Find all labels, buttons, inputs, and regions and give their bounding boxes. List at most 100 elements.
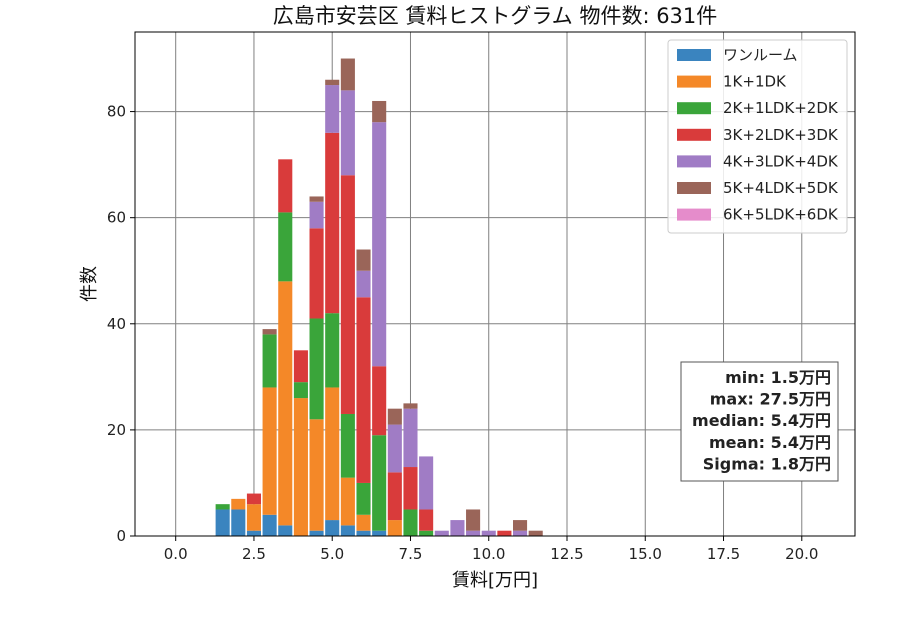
histogram-bar [387, 472, 402, 521]
histogram-bar [356, 530, 371, 536]
histogram-bar [340, 90, 355, 176]
histogram-bar [309, 201, 324, 229]
histogram-bar [403, 509, 418, 536]
histogram-bar [497, 530, 512, 536]
histogram-bar [481, 530, 496, 536]
x-tick-label: 15.0 [629, 545, 662, 563]
histogram-bar [325, 387, 340, 521]
legend-label: ワンルーム [723, 46, 798, 64]
x-axis-label: 賃料[万円] [452, 570, 538, 591]
histogram-bar [513, 520, 528, 531]
histogram-bar [215, 504, 230, 510]
stats-box: min: 1.5万円 max: 27.5万円 median: 5.4万円 mean: … [680, 361, 839, 482]
histogram-bar [434, 530, 449, 536]
histogram-bar [387, 408, 402, 425]
histogram-bar [309, 228, 324, 319]
histogram-bar [419, 509, 434, 531]
histogram-bar [340, 525, 355, 536]
histogram-bar [309, 318, 324, 420]
stats-line: median: 5.4万円 [692, 411, 831, 430]
histogram-bar [325, 79, 340, 86]
histogram-bar [372, 530, 387, 536]
legend-swatch [677, 75, 711, 88]
histogram-bar [293, 382, 308, 399]
x-tick-label: 0.0 [164, 545, 188, 563]
legend-swatch [677, 128, 711, 141]
legend-swatch [677, 155, 711, 168]
histogram-bar [403, 403, 418, 409]
y-tick-label: 20 [107, 421, 126, 439]
y-tick-label: 80 [107, 103, 126, 121]
histogram-bar [513, 530, 528, 536]
histogram-bar [387, 520, 402, 536]
histogram-bar [262, 387, 277, 515]
histogram-bar [372, 122, 387, 367]
histogram-bar [528, 530, 543, 536]
legend: ワンルーム 1K+1DK 2K+1LDK+2DK 3K+2LDK+3DK 4K+3LDK… [667, 39, 848, 234]
x-tick-label: 20.0 [785, 545, 818, 563]
legend-label: 6K+5LDK+6DK [723, 206, 839, 224]
y-axis-label: 件数 [79, 266, 100, 302]
histogram-bar [246, 504, 261, 531]
axis-ticks: 0.0 2.5 5.0 7.5 10.0 12.5 15.0 17.5 20.0 0 20 40 60 8… [107, 103, 819, 563]
stats-frame [680, 361, 839, 482]
stats-line: min: 1.5万円 [725, 368, 831, 387]
legend-label: 2K+1LDK+2DK [723, 99, 839, 117]
legend-swatch [677, 208, 711, 221]
legend-swatch [677, 49, 711, 61]
chart-title: 広島市安芸区 賃料ヒストグラム 物件数: 631件 [273, 4, 718, 28]
legend-swatch [677, 102, 711, 115]
histogram-bar [450, 520, 465, 536]
histogram-bar [262, 334, 277, 388]
histogram-bar [466, 530, 481, 536]
histogram-bar [325, 85, 340, 133]
histogram-bar [231, 498, 246, 510]
histogram-bar [419, 530, 434, 536]
histogram-bar [309, 196, 324, 202]
histogram-bar [356, 514, 371, 531]
histogram-bar [340, 477, 355, 526]
histogram-bar [309, 530, 324, 536]
histogram-bar [356, 270, 371, 298]
histogram-bar [293, 350, 308, 383]
histogram-bar [325, 313, 340, 388]
x-tick-label: 5.0 [320, 545, 344, 563]
stats-line: mean: 5.4万円 [709, 433, 831, 452]
x-tick-label: 2.5 [242, 545, 266, 563]
histogram-bar [246, 530, 261, 536]
histogram-bars [215, 58, 543, 536]
x-tick-label: 12.5 [550, 545, 583, 563]
histogram-bar [262, 329, 277, 335]
y-tick-label: 40 [107, 315, 126, 333]
stats-line: Sigma: 1.8万円 [703, 454, 831, 473]
histogram-bar [340, 58, 355, 91]
histogram-bar [309, 419, 324, 531]
histogram-bar [246, 493, 261, 505]
histogram-bar [356, 482, 371, 515]
y-tick-label: 60 [107, 209, 126, 227]
legend-swatch [677, 182, 711, 194]
histogram-bar [419, 456, 434, 510]
legend-label: 1K+1DK [723, 73, 787, 91]
histogram-bar [325, 520, 340, 536]
histogram-bar [372, 435, 387, 531]
histogram-bar [293, 398, 308, 536]
histogram-bar [215, 509, 230, 536]
histogram-bar [262, 514, 277, 536]
histogram-bar [356, 249, 371, 271]
legend-label: 4K+3LDK+4DK [723, 152, 839, 170]
histogram-bar [387, 424, 402, 473]
x-tick-label: 17.5 [707, 545, 740, 563]
histogram-bar [356, 297, 371, 483]
plot-area: 0.0 2.5 5.0 7.5 10.0 12.5 15.0 17.5 20.0 0 20 40 60 8… [107, 31, 856, 563]
histogram-bar [278, 281, 293, 526]
plot-frame [134, 31, 856, 537]
y-tick-label: 0 [116, 527, 126, 545]
histogram-bar [278, 159, 293, 213]
stats-line: max: 27.5万円 [710, 390, 831, 409]
histogram-bar [403, 408, 418, 468]
histogram-bar [372, 366, 387, 436]
histogram-bar [340, 175, 355, 414]
histogram-bar [231, 509, 246, 536]
